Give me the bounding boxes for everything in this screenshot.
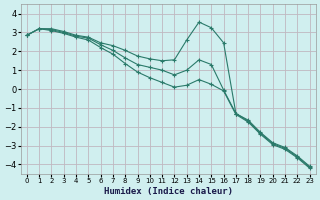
X-axis label: Humidex (Indice chaleur): Humidex (Indice chaleur) bbox=[104, 187, 233, 196]
